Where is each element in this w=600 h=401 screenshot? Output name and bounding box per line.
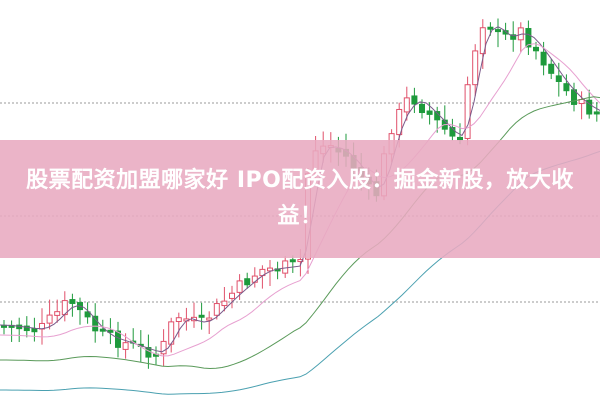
candle-up bbox=[213, 303, 220, 316]
candle-up bbox=[175, 317, 182, 323]
candle-up bbox=[221, 300, 228, 307]
candle-down bbox=[289, 259, 296, 263]
candle-down bbox=[510, 34, 517, 40]
candle-down bbox=[487, 26, 494, 30]
candle-down bbox=[593, 111, 600, 115]
candle-down bbox=[198, 314, 205, 318]
candle-up bbox=[282, 260, 289, 274]
candle-down bbox=[31, 328, 38, 333]
candle-down bbox=[563, 83, 570, 92]
ma-line-short bbox=[0, 26, 600, 353]
candle-up bbox=[236, 280, 243, 293]
candle-up bbox=[267, 267, 273, 272]
candle-down bbox=[555, 75, 562, 82]
candle-down bbox=[411, 95, 418, 105]
candle-down bbox=[533, 46, 539, 52]
candle-down bbox=[69, 299, 76, 304]
candle-down bbox=[495, 29, 501, 33]
candle-down bbox=[449, 127, 456, 137]
candle-up bbox=[464, 84, 471, 139]
candle-down bbox=[457, 136, 463, 141]
article-title: 股票配资加盟哪家好 IPO配资入股：掘金新股，放大收益！ bbox=[26, 168, 574, 229]
candle-up bbox=[206, 317, 213, 321]
candle-down bbox=[419, 103, 425, 114]
candle-down bbox=[548, 63, 555, 74]
candle-down bbox=[23, 325, 30, 332]
candle-down bbox=[426, 110, 433, 115]
candle-down bbox=[244, 278, 251, 286]
candle-up bbox=[46, 314, 53, 324]
candle-down bbox=[502, 30, 509, 35]
candle-down bbox=[586, 99, 593, 115]
candle-up bbox=[479, 27, 486, 55]
candle-up bbox=[54, 311, 61, 316]
candle-up bbox=[122, 342, 129, 350]
candle-up bbox=[472, 50, 479, 86]
candle-down bbox=[525, 28, 532, 48]
candle-up bbox=[160, 340, 167, 355]
title-banner: 股票配资加盟哪家好 IPO配资入股：掘金新股，放大收益！ bbox=[0, 140, 600, 258]
candle-up bbox=[297, 259, 304, 263]
candle-down bbox=[92, 315, 99, 332]
ma-line-mid bbox=[0, 43, 600, 357]
candle-up bbox=[403, 97, 410, 113]
candle-down bbox=[84, 311, 91, 318]
candle-up bbox=[229, 292, 235, 299]
candle-down bbox=[540, 51, 547, 66]
candle-up bbox=[396, 108, 403, 136]
